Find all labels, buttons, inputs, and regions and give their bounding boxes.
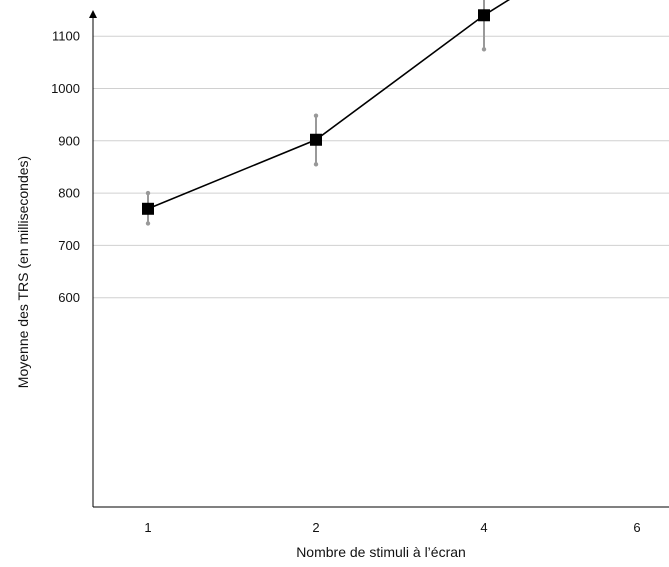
error-bar-cap-low bbox=[481, 47, 487, 52]
data-point-marker bbox=[310, 133, 322, 146]
y-tick-label: 600 bbox=[58, 290, 80, 305]
axes bbox=[89, 10, 669, 508]
error-bar-cap-low bbox=[145, 221, 151, 226]
error-bar-cap-high bbox=[313, 113, 319, 118]
series-line bbox=[147, 0, 511, 210]
x-tick-label: 4 bbox=[480, 520, 487, 535]
y-tick-label: 700 bbox=[58, 238, 80, 253]
y-axis-title: Moyenne des TRS (en millisecondes) bbox=[15, 156, 31, 388]
series-line-group bbox=[147, 0, 511, 210]
data-point-marker bbox=[142, 202, 154, 215]
x-tick-label: 1 bbox=[144, 520, 151, 535]
error-bar-cap-low bbox=[313, 162, 319, 167]
x-tick-labels: 1 2 4 6 bbox=[144, 520, 640, 535]
error-bar bbox=[481, 0, 487, 52]
y-tick-labels: 60070080090010001100120013001400 bbox=[51, 29, 80, 306]
y-tick-label: 1100 bbox=[52, 29, 80, 44]
x-tick-label: 6 bbox=[633, 520, 640, 535]
gridlines bbox=[93, 35, 669, 299]
y-tick-label: 1000 bbox=[51, 81, 80, 96]
error-bars bbox=[145, 0, 487, 226]
y-axis-arrow bbox=[89, 10, 97, 18]
data-point-marker bbox=[478, 9, 490, 22]
x-tick-label: 2 bbox=[312, 520, 319, 535]
y-tick-label: 900 bbox=[58, 133, 80, 148]
x-axis-title: Nombre de stimuli à l’écran bbox=[296, 544, 466, 560]
data-markers bbox=[142, 9, 490, 215]
error-bar-cap-high bbox=[145, 190, 151, 196]
y-tick-label: 800 bbox=[58, 186, 80, 201]
